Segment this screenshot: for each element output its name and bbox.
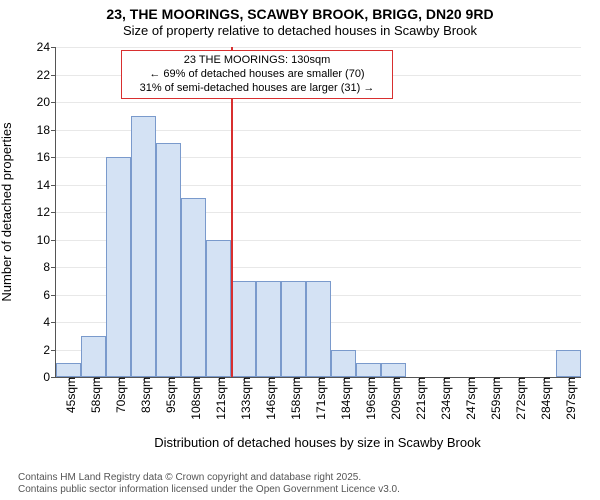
x-tick-label: 70sqm	[110, 377, 128, 413]
x-axis-label: Distribution of detached houses by size …	[154, 435, 481, 450]
histogram-bar	[231, 281, 256, 377]
histogram-bar	[56, 363, 81, 377]
x-tick-label: 58sqm	[85, 377, 103, 413]
histogram-bar	[106, 157, 131, 377]
x-tick-label: 209sqm	[385, 377, 403, 420]
y-tick-label: 12	[37, 205, 56, 219]
x-tick-label: 259sqm	[485, 377, 503, 420]
footer-line-1: Contains HM Land Registry data © Crown c…	[18, 472, 400, 484]
y-tick-label: 4	[43, 315, 56, 329]
x-tick-label: 284sqm	[535, 377, 553, 420]
y-tick-label: 14	[37, 178, 56, 192]
y-tick-label: 20	[37, 95, 56, 109]
x-tick-label: 108sqm	[185, 377, 203, 420]
x-tick-label: 45sqm	[60, 377, 78, 413]
y-tick-label: 0	[43, 370, 56, 384]
x-tick-label: 184sqm	[335, 377, 353, 420]
histogram-bar	[331, 350, 356, 378]
x-tick-label: 95sqm	[160, 377, 178, 413]
x-tick-label: 221sqm	[410, 377, 428, 420]
histogram-bar	[381, 363, 406, 377]
histogram-bar	[206, 240, 231, 378]
x-tick-label: 158sqm	[285, 377, 303, 420]
histogram-bar	[356, 363, 381, 377]
histogram-bar	[256, 281, 281, 377]
x-tick-label: 234sqm	[435, 377, 453, 420]
callout-line-2: ← 69% of detached houses are smaller (70…	[128, 68, 386, 82]
callout-line-3: 31% of semi-detached houses are larger (…	[128, 82, 386, 96]
y-tick-label: 2	[43, 343, 56, 357]
y-tick-label: 8	[43, 260, 56, 274]
chart-subtitle: Size of property relative to detached ho…	[0, 23, 600, 39]
x-tick-label: 133sqm	[235, 377, 253, 420]
y-tick-label: 16	[37, 150, 56, 164]
histogram-bar	[556, 350, 581, 378]
footer-line-2: Contains public sector information licen…	[18, 484, 400, 496]
x-tick-label: 171sqm	[310, 377, 328, 420]
x-tick-label: 272sqm	[510, 377, 528, 420]
x-tick-label: 196sqm	[360, 377, 378, 420]
callout-line-1: 23 THE MOORINGS: 130sqm	[128, 54, 386, 68]
gridline	[56, 102, 581, 103]
histogram-bar	[306, 281, 331, 377]
histogram-bar	[281, 281, 306, 377]
footer-attribution: Contains HM Land Registry data © Crown c…	[18, 472, 400, 496]
chart-title: 23, THE MOORINGS, SCAWBY BROOK, BRIGG, D…	[0, 0, 600, 23]
x-tick-label: 247sqm	[460, 377, 478, 420]
callout-box: 23 THE MOORINGS: 130sqm← 69% of detached…	[121, 50, 393, 99]
y-tick-label: 18	[37, 123, 56, 137]
histogram-bar	[131, 116, 156, 377]
histogram-bar	[181, 198, 206, 377]
x-tick-label: 121sqm	[210, 377, 228, 420]
gridline	[56, 47, 581, 48]
x-tick-label: 83sqm	[135, 377, 153, 413]
y-tick-label: 22	[37, 68, 56, 82]
x-tick-label: 297sqm	[560, 377, 578, 420]
y-tick-label: 10	[37, 233, 56, 247]
histogram-bar	[81, 336, 106, 377]
histogram-bar	[156, 143, 181, 377]
x-tick-label: 146sqm	[260, 377, 278, 420]
y-axis-label: Number of detached properties	[0, 122, 14, 301]
histogram-plot: 02468101214161820222445sqm58sqm70sqm83sq…	[55, 47, 581, 378]
y-tick-label: 6	[43, 288, 56, 302]
y-tick-label: 24	[37, 40, 56, 54]
